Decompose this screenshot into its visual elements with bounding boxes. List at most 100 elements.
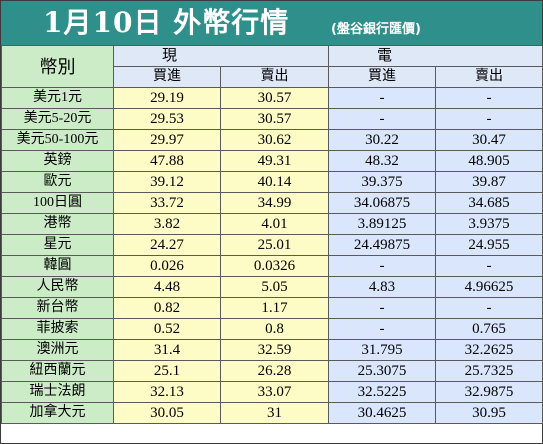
tt-sell-value: 3.9375 <box>435 213 543 235</box>
cash-sell-value: 34.99 <box>219 192 330 214</box>
tt-buy-header: 買進 <box>328 66 437 88</box>
tt-sell-value: - <box>435 108 543 130</box>
cash-buy-value: 39.12 <box>113 171 221 193</box>
title-bar: 1月10日 外幣行情 (盤谷銀行匯價) <box>1 1 542 45</box>
table-row: 新台幣 0.82 1.17 - - <box>1 297 543 319</box>
cash-buy-value: 31.4 <box>113 339 221 361</box>
tt-sell-value: - <box>435 87 543 109</box>
cash-group-header: 現 鈔 <box>112 45 330 67</box>
cash-buy-value: 25.1 <box>113 360 221 382</box>
tt-sell-value: 25.7325 <box>435 360 543 382</box>
table-row: 英鎊 47.88 49.31 48.32 48.905 <box>1 150 543 172</box>
cash-sell-value: 4.01 <box>219 213 330 235</box>
tt-buy-value: 24.49875 <box>328 234 437 256</box>
cash-sell-value: 30.57 <box>219 108 330 130</box>
tt-buy-value: - <box>328 318 437 340</box>
currency-name: 星元 <box>1 234 114 256</box>
currency-name: 澳洲元 <box>1 339 114 361</box>
tt-sell-header: 賣出 <box>435 66 543 88</box>
table-row: 紐西蘭元 25.1 26.28 25.3075 25.7325 <box>1 360 543 382</box>
tt-buy-value: 30.22 <box>328 129 437 151</box>
table-row: 歐元 39.12 40.14 39.375 39.87 <box>1 171 543 193</box>
tt-buy-value: - <box>328 255 437 277</box>
tt-buy-value: 39.375 <box>328 171 437 193</box>
cash-buy-value: 29.53 <box>113 108 221 130</box>
table-row: 韓圓 0.026 0.0326 - - <box>1 255 543 277</box>
tt-sell-value: 4.96625 <box>435 276 543 298</box>
tt-buy-value: 3.89125 <box>328 213 437 235</box>
currency-name: 英鎊 <box>1 150 114 172</box>
cash-sell-value: 40.14 <box>219 171 330 193</box>
cash-buy-value: 24.27 <box>113 234 221 256</box>
telegraphic-group-header: 電 匯 <box>328 45 543 67</box>
cash-sell-value: 31 <box>219 402 330 424</box>
tt-buy-value: - <box>328 108 437 130</box>
tt-sell-value: 48.905 <box>435 150 543 172</box>
tt-sell-value: - <box>435 297 543 319</box>
tt-sell-value: - <box>435 255 543 277</box>
page-title: 1月10日 外幣行情 <box>43 6 290 39</box>
cash-buy-value: 0.52 <box>113 318 221 340</box>
header-row-groups: 幣別 現 鈔 電 匯 <box>1 45 543 88</box>
cash-sell-value: 25.01 <box>219 234 330 256</box>
tt-buy-value: 25.3075 <box>328 360 437 382</box>
currency-name: 紐西蘭元 <box>1 360 114 382</box>
cash-sell-value: 1.17 <box>219 297 330 319</box>
currency-name: 港幣 <box>1 213 114 235</box>
tt-buy-value: - <box>328 297 437 319</box>
cash-buy-value: 3.82 <box>113 213 221 235</box>
tt-buy-value: 32.5225 <box>328 381 437 403</box>
tt-sell-value: 30.47 <box>435 129 543 151</box>
cash-sell-value: 33.07 <box>219 381 330 403</box>
cash-buy-value: 29.97 <box>113 129 221 151</box>
table-row: 菲披索 0.52 0.8 - 0.765 <box>1 318 543 340</box>
cash-buy-value: 0.82 <box>113 297 221 319</box>
table-row: 美元50-100元 29.97 30.62 30.22 30.47 <box>1 129 543 151</box>
table-row: 加拿大元 30.05 31 30.4625 30.95 <box>1 402 543 424</box>
cash-buy-value: 29.19 <box>113 87 221 109</box>
cash-sell-value: 0.8 <box>219 318 330 340</box>
tt-buy-value: 31.795 <box>328 339 437 361</box>
tt-sell-value: 24.955 <box>435 234 543 256</box>
table-row: 人民幣 4.48 5.05 4.83 4.96625 <box>1 276 543 298</box>
tt-sell-value: 30.95 <box>435 402 543 424</box>
currency-name: 菲披索 <box>1 318 114 340</box>
cash-sell-value: 49.31 <box>219 150 330 172</box>
cash-sell-value: 26.28 <box>219 360 330 382</box>
currency-name: 人民幣 <box>1 276 114 298</box>
table-row: 100日圓 33.72 34.99 34.06875 34.685 <box>1 192 543 214</box>
cash-buy-value: 0.026 <box>113 255 221 277</box>
cash-buy-value: 47.88 <box>113 150 221 172</box>
tt-sell-value: 32.9875 <box>435 381 543 403</box>
currency-name: 美元1元 <box>1 87 114 109</box>
tt-sell-value: 39.87 <box>435 171 543 193</box>
cash-buy-header: 買進 <box>113 66 221 88</box>
header-row-sub: 買進 賣出 買進 賣出 <box>2 66 543 88</box>
currency-name: 韓圓 <box>1 255 114 277</box>
cash-sell-header: 賣出 <box>219 66 330 88</box>
table-row: 美元1元 29.19 30.57 - - <box>1 87 543 109</box>
tt-sell-value: 32.2625 <box>435 339 543 361</box>
cash-buy-value: 33.72 <box>113 192 221 214</box>
tt-buy-value: 48.32 <box>328 150 437 172</box>
tt-buy-value: 34.06875 <box>328 192 437 214</box>
currency-name: 瑞士法朗 <box>1 381 114 403</box>
currency-column-header: 幣別 <box>1 45 114 88</box>
tt-sell-value: 34.685 <box>435 192 543 214</box>
exchange-rate-table: 幣別 現 鈔 電 匯 買進 賣出 買進 賣出 美元1元 29.19 30.57 … <box>1 45 543 424</box>
currency-name: 100日圓 <box>1 192 114 214</box>
tt-buy-value: 30.4625 <box>328 402 437 424</box>
table-row: 澳洲元 31.4 32.59 31.795 32.2625 <box>1 339 543 361</box>
source-note: (盤谷銀行匯價) <box>331 22 421 37</box>
table-row: 星元 24.27 25.01 24.49875 24.955 <box>1 234 543 256</box>
currency-name: 新台幣 <box>1 297 114 319</box>
cash-sell-value: 0.0326 <box>219 255 330 277</box>
tt-buy-value: - <box>328 87 437 109</box>
currency-name: 美元50-100元 <box>1 129 114 151</box>
tt-sell-value: 0.765 <box>435 318 543 340</box>
table-row: 美元5-20元 29.53 30.57 - - <box>1 108 543 130</box>
tt-buy-value: 4.83 <box>328 276 437 298</box>
cash-buy-value: 30.05 <box>113 402 221 424</box>
currency-name: 美元5-20元 <box>1 108 114 130</box>
